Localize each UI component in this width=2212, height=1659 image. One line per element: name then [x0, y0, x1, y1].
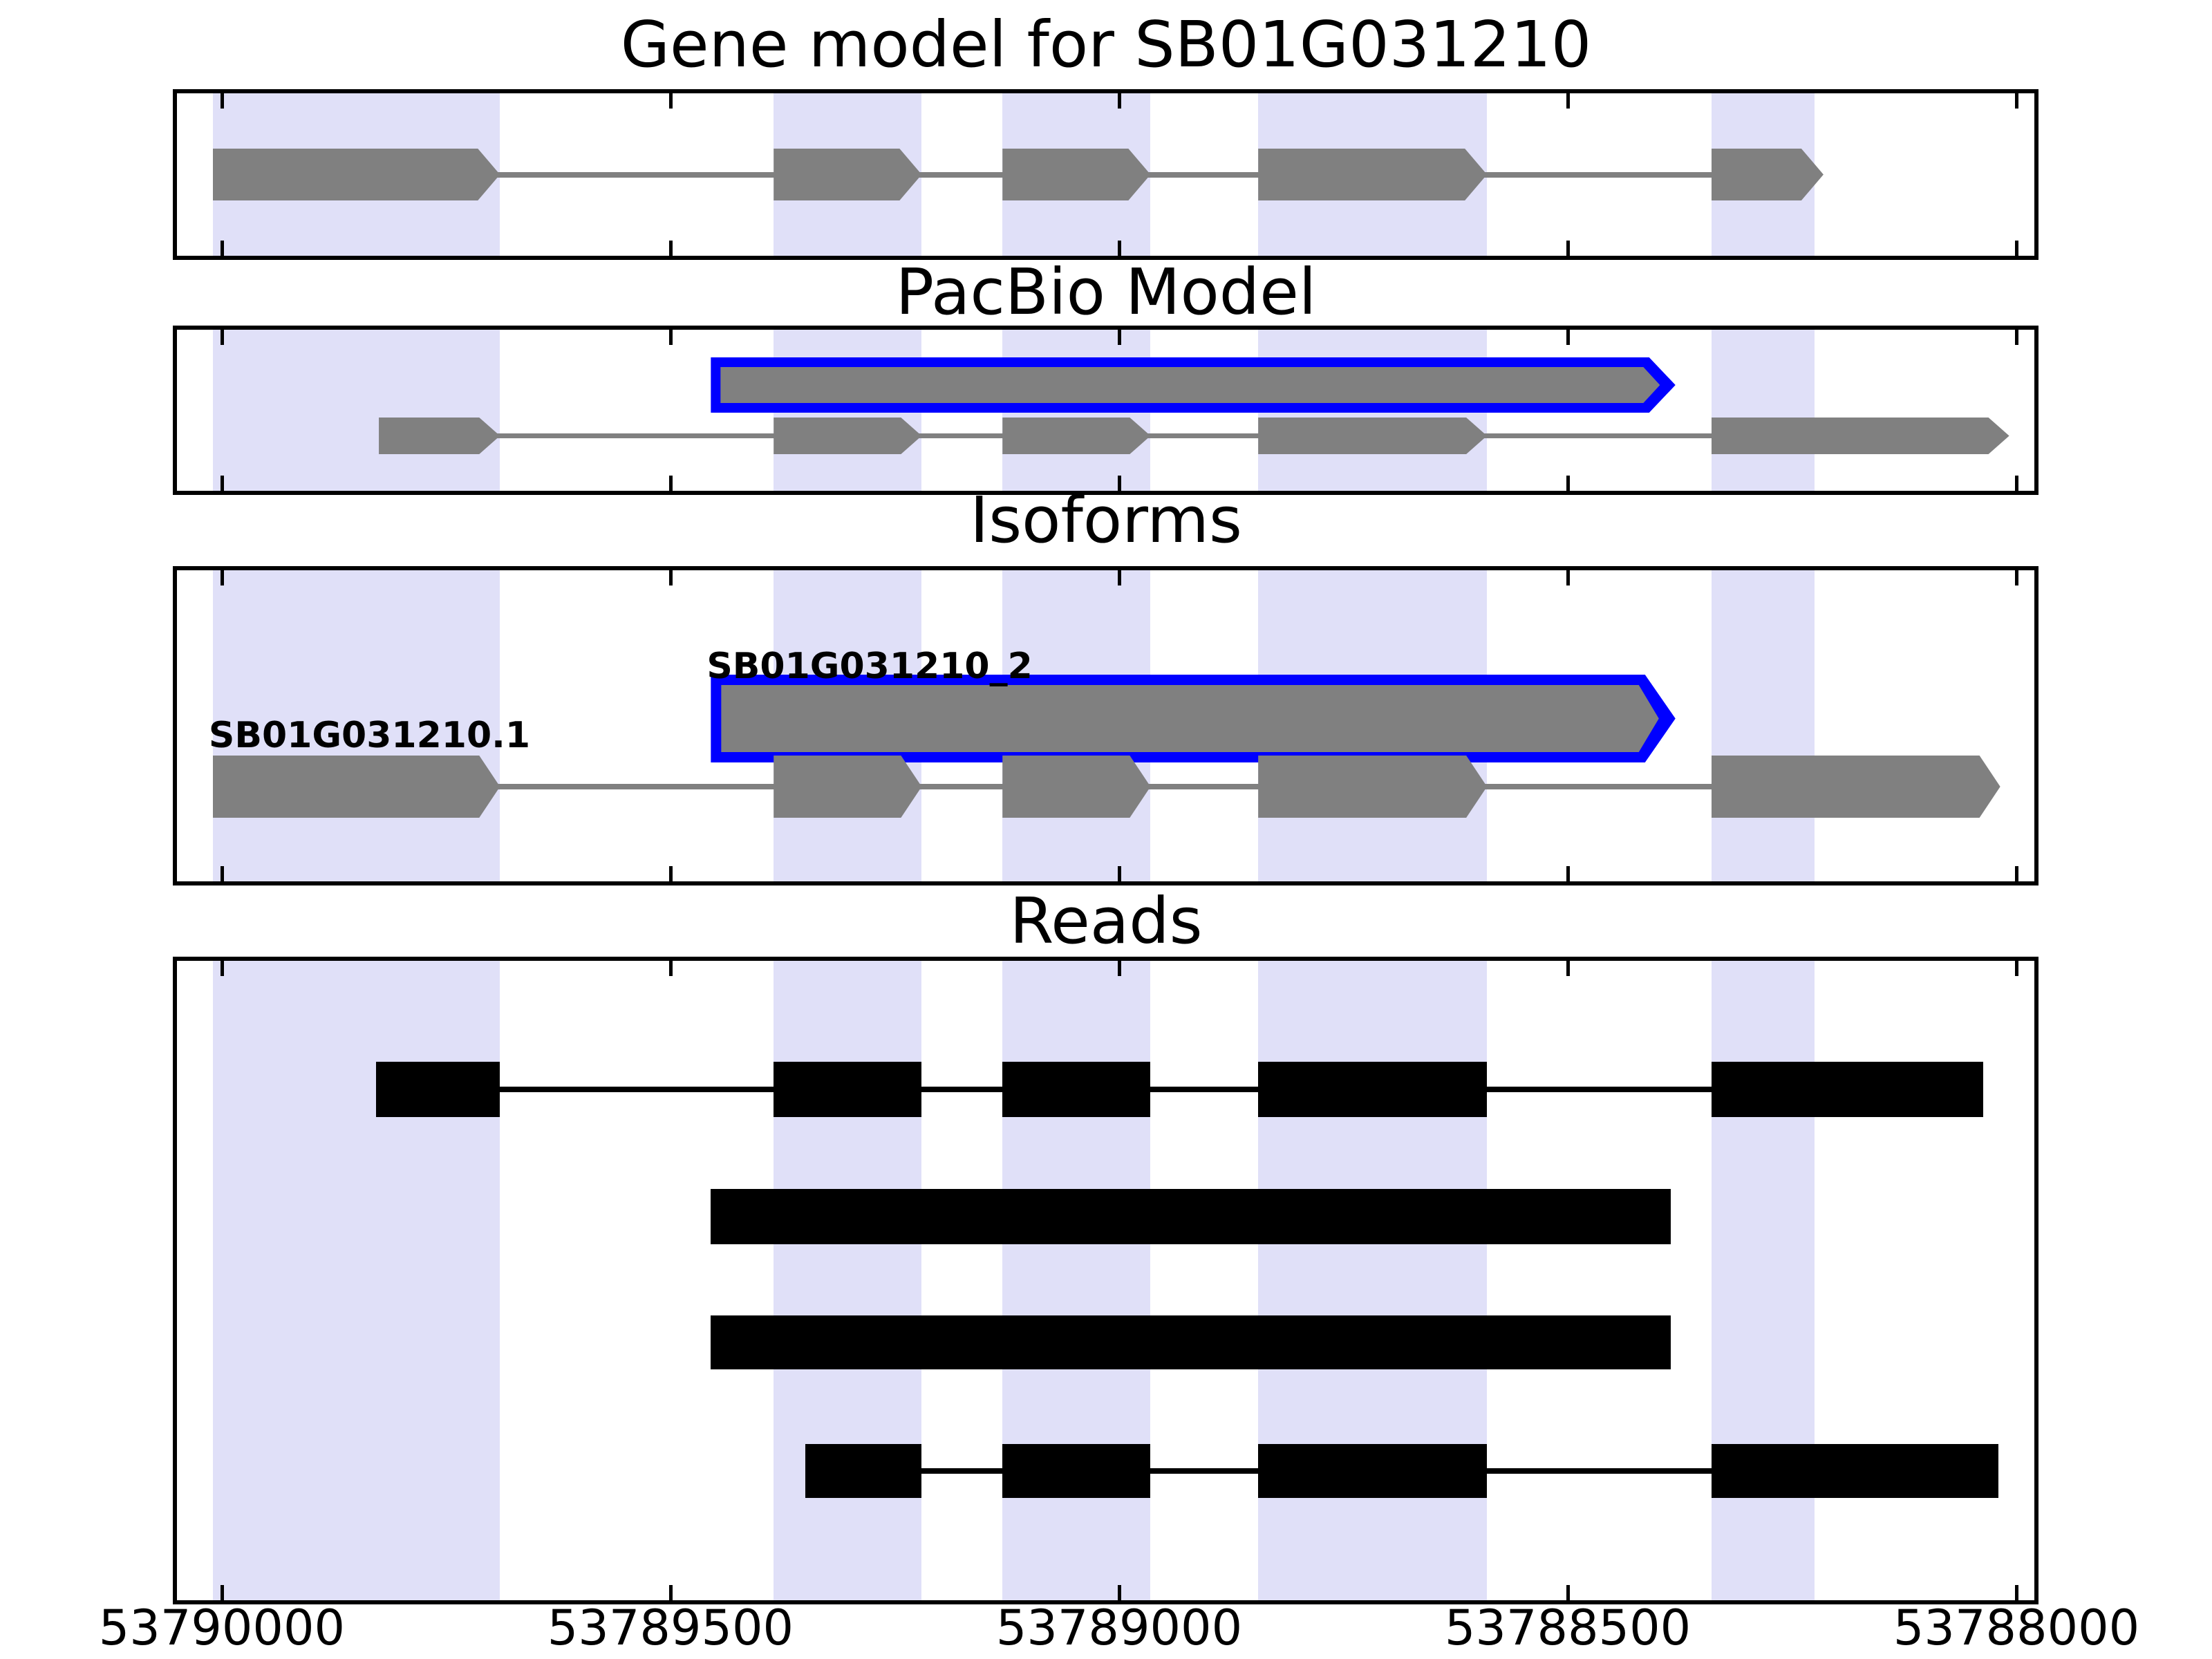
- pacbio-reference-transcript-exon: [1002, 418, 1150, 454]
- gene-model-transcript-exon: [1712, 149, 1824, 200]
- exon-highlight-band-4: [1258, 961, 1488, 1600]
- x-tick-label-53789500: 53789500: [547, 1600, 794, 1656]
- exon-highlight-band-5: [1711, 330, 1815, 491]
- pacbio-read-body: [720, 367, 1660, 403]
- panel-isoforms: SB01G031210_2 SB01G031210.1: [173, 566, 2038, 885]
- panel-pacbio-model: [173, 326, 2038, 495]
- axis-tick-mark: [1117, 570, 1121, 585]
- panel-reads: [173, 957, 2038, 1604]
- panel-reads-plot-area: [177, 961, 2034, 1600]
- axis-tick-mark: [220, 476, 224, 491]
- axis-tick-mark: [668, 93, 673, 109]
- axis-tick-mark: [2015, 476, 2019, 491]
- title-isoforms: Isoforms: [970, 483, 1242, 557]
- panel-gene-model: [173, 89, 2038, 260]
- axis-tick-mark: [1566, 476, 1570, 491]
- isoform-SB01G031210.1-exon: [213, 756, 500, 818]
- axis-tick-mark: [668, 961, 673, 976]
- read-3-exon: [711, 1315, 1671, 1369]
- axis-tick-mark: [220, 570, 224, 585]
- gene-model-transcript-exon: [774, 149, 921, 200]
- axis-tick-mark: [1117, 866, 1121, 881]
- axis-tick-mark: [668, 330, 673, 345]
- isoform-SB01G031210_2-body: [721, 685, 1658, 752]
- title-pacbio-model: PacBio Model: [895, 255, 1317, 329]
- axis-tick-mark: [2015, 1585, 2019, 1600]
- axis-tick-mark: [2015, 93, 2019, 109]
- axis-tick-mark: [220, 961, 224, 976]
- x-tick-label-53788500: 53788500: [1444, 1600, 1691, 1656]
- read-4-exon: [1711, 1444, 1999, 1498]
- read-1-exon: [1258, 1062, 1488, 1117]
- axis-tick-mark: [668, 570, 673, 585]
- axis-tick-mark: [1566, 330, 1570, 345]
- read-1-exon: [1711, 1062, 1983, 1117]
- axis-tick-mark: [1117, 330, 1121, 345]
- panel-gene-model-plot-area: [177, 93, 2034, 256]
- isoform-SB01G031210.1-exon: [1712, 756, 2000, 818]
- axis-tick-mark: [1566, 1585, 1570, 1600]
- read-2-exon: [711, 1189, 1671, 1244]
- intron-connector-line: [386, 1087, 1976, 1092]
- panel-pacbio-model-plot-area: [177, 330, 2034, 491]
- panel-isoforms-plot-area: SB01G031210_2 SB01G031210.1: [177, 570, 2034, 881]
- axis-tick-mark: [1117, 93, 1121, 109]
- axis-tick-mark: [220, 330, 224, 345]
- axis-tick-mark: [1117, 476, 1121, 491]
- read-4-exon: [1002, 1444, 1151, 1498]
- axis-tick-mark: [1566, 866, 1570, 881]
- axis-tick-mark: [220, 1585, 224, 1600]
- feature-label-SB01G031210_2: SB01G031210_2: [706, 646, 1033, 687]
- exon-highlight-band-2: [774, 961, 922, 1600]
- axis-tick-mark: [220, 93, 224, 109]
- axis-tick-mark: [1566, 241, 1570, 256]
- gene-model-transcript-exon: [1002, 149, 1150, 200]
- gene-model-transcript-exon: [213, 149, 500, 200]
- x-tick-label-53788000: 53788000: [1893, 1600, 2140, 1656]
- intron-connector-line: [389, 433, 2003, 438]
- axis-tick-mark: [1117, 241, 1121, 256]
- title-reads: Reads: [1009, 884, 1203, 958]
- axis-tick-mark: [2015, 961, 2019, 976]
- axis-tick-mark: [220, 241, 224, 256]
- axis-tick-mark: [2015, 241, 2019, 256]
- exon-highlight-band-3: [1002, 961, 1151, 1600]
- pacbio-reference-transcript-exon: [1258, 418, 1487, 454]
- axis-tick-mark: [668, 476, 673, 491]
- isoform-SB01G031210.1-exon: [774, 756, 921, 818]
- axis-tick-mark: [220, 866, 224, 881]
- axis-tick-mark: [668, 1585, 673, 1600]
- pacbio-reference-transcript-exon: [379, 418, 500, 454]
- feature-label-SB01G031210.1: SB01G031210.1: [208, 715, 531, 756]
- axis-tick-mark: [1117, 1585, 1121, 1600]
- exon-highlight-band-1: [212, 570, 500, 881]
- read-1-exon: [1002, 1062, 1151, 1117]
- title-gene-model: Gene model for SB01G031210: [620, 8, 1592, 82]
- pacbio-reference-transcript-exon: [1712, 418, 2009, 454]
- gene-model-transcript-exon: [1258, 149, 1487, 200]
- x-tick-label-53789000: 53789000: [995, 1600, 1243, 1656]
- read-4-exon: [1258, 1444, 1488, 1498]
- exon-highlight-band-1: [212, 330, 500, 491]
- pacbio-reference-transcript-exon: [774, 418, 921, 454]
- exon-highlight-band-5: [1711, 570, 1815, 881]
- axis-tick-mark: [1566, 961, 1570, 976]
- exon-highlight-band-1: [212, 961, 500, 1600]
- axis-tick-mark: [668, 866, 673, 881]
- axis-tick-mark: [2015, 570, 2019, 585]
- read-4-exon: [805, 1444, 922, 1498]
- isoform-SB01G031210.1-exon: [1258, 756, 1487, 818]
- axis-tick-mark: [668, 241, 673, 256]
- x-tick-label-53790000: 53790000: [98, 1600, 346, 1656]
- read-1-exon: [774, 1062, 922, 1117]
- axis-tick-mark: [2015, 866, 2019, 881]
- isoform-SB01G031210.1-exon: [1002, 756, 1150, 818]
- axis-tick-mark: [2015, 330, 2019, 345]
- read-1-exon: [376, 1062, 500, 1117]
- exon-highlight-band-5: [1711, 961, 1815, 1600]
- axis-tick-mark: [1566, 570, 1570, 585]
- axis-tick-mark: [1117, 961, 1121, 976]
- axis-tick-mark: [1566, 93, 1570, 109]
